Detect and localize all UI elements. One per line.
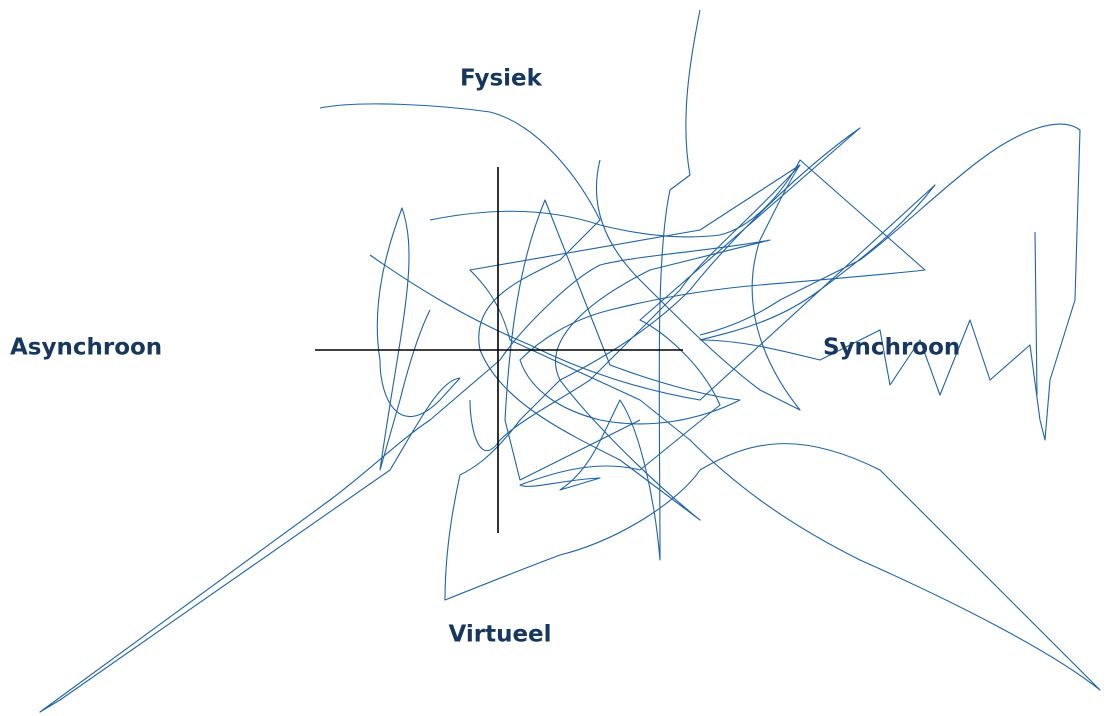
scribble [369, 123, 1081, 441]
label-top: Fysiek [460, 66, 543, 92]
scribble [429, 159, 1038, 481]
label-bottom: Virtueel [448, 622, 551, 648]
label-right: Synchroon [823, 335, 960, 361]
scribble [444, 9, 1101, 691]
scribbles [39, 9, 1101, 713]
label-left: Asynchroon [10, 335, 162, 361]
scribble [39, 103, 771, 713]
